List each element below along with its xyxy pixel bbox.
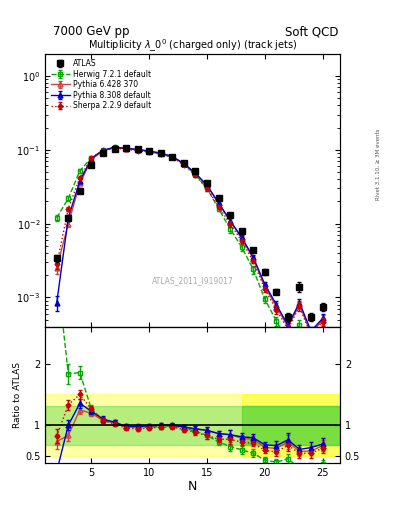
Bar <box>242 406 340 445</box>
Legend: ATLAS, Herwig 7.2.1 default, Pythia 6.428 370, Pythia 8.308 default, Sherpa 2.2.: ATLAS, Herwig 7.2.1 default, Pythia 6.42… <box>48 56 154 113</box>
X-axis label: N: N <box>188 480 197 493</box>
Text: ATLAS_2011_I919017: ATLAS_2011_I919017 <box>152 276 233 285</box>
Title: Multiplicity $\lambda\_0^0$ (charged only) (track jets): Multiplicity $\lambda\_0^0$ (charged onl… <box>88 37 298 54</box>
Y-axis label: Ratio to ATLAS: Ratio to ATLAS <box>13 362 22 428</box>
Bar <box>45 394 340 456</box>
Text: Soft QCD: Soft QCD <box>285 26 339 38</box>
Bar <box>45 406 340 445</box>
Text: Rivet 3.1.10, ≥ 3M events: Rivet 3.1.10, ≥ 3M events <box>376 128 381 200</box>
Text: 7000 GeV pp: 7000 GeV pp <box>53 26 130 38</box>
Bar <box>242 394 340 456</box>
